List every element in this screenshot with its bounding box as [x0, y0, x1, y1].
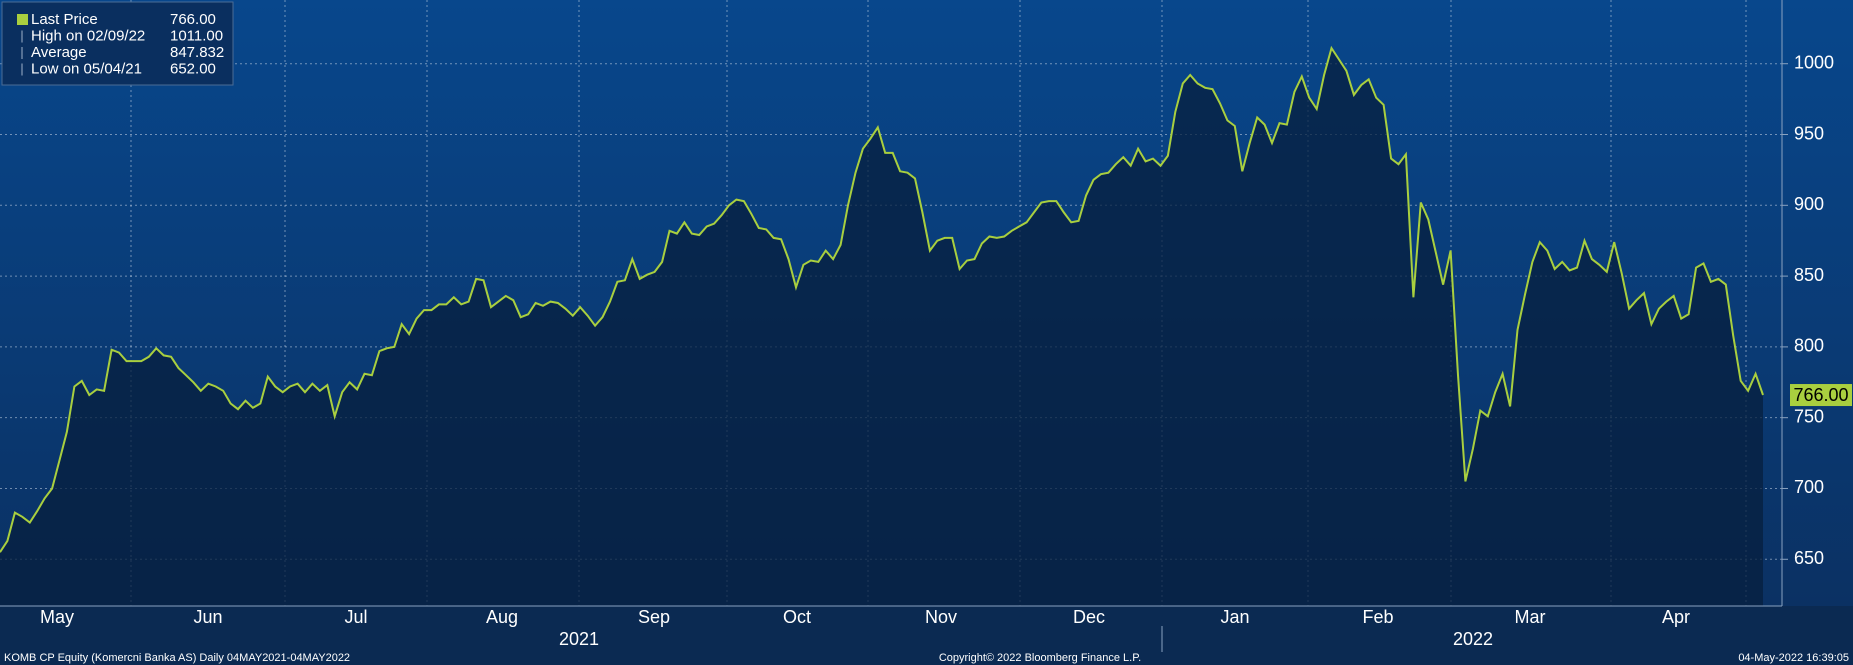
x-tick-label: Mar	[1515, 607, 1546, 627]
x-tick-label: Jun	[193, 607, 222, 627]
y-tick-label: 850	[1794, 265, 1824, 285]
year-label: 2021	[559, 629, 599, 649]
y-tick-label: 650	[1794, 548, 1824, 568]
last-price-label: 766.00	[1793, 385, 1848, 405]
y-tick-label: 1000	[1794, 52, 1834, 72]
x-tick-label: Nov	[925, 607, 957, 627]
footer-center: Copyright© 2022 Bloomberg Finance L.P.	[939, 652, 1141, 664]
y-tick-label: 800	[1794, 336, 1824, 356]
legend-value: 766.00	[170, 11, 216, 28]
x-tick-label: Oct	[783, 607, 811, 627]
footer-left: KOMB CP Equity (Komercni Banka AS) Daily…	[4, 652, 350, 664]
y-tick-label: 700	[1794, 477, 1824, 497]
y-tick-label: 750	[1794, 406, 1824, 426]
year-label: 2022	[1453, 629, 1493, 649]
line	[0, 45, 1764, 553]
legend-name: Last Price	[31, 11, 98, 28]
legend-name: Low on 05/04/21	[31, 60, 142, 77]
x-tick-label: Apr	[1662, 607, 1690, 627]
x-tick-label: May	[40, 607, 74, 627]
legend-swatch	[17, 14, 28, 25]
area	[0, 48, 1763, 607]
legend: Last Price 766.00 High on 02/09/22 1011.00 A…	[1, 1, 234, 86]
legend-value: 1011.00	[170, 27, 223, 44]
legend-box	[1, 1, 234, 86]
x-tick-label: Sep	[638, 607, 670, 627]
x-tick-label: Dec	[1073, 607, 1105, 627]
x-tick-label: Jan	[1220, 607, 1249, 627]
legend-value: 847.832	[170, 44, 224, 61]
legend-name: High on 02/09/22	[31, 27, 145, 44]
legend-value: 652.00	[170, 60, 216, 77]
plot	[0, 0, 1782, 607]
y-tick-label: 950	[1794, 123, 1824, 143]
x-tick-label: Aug	[486, 607, 518, 627]
y-tick-label: 900	[1794, 194, 1824, 214]
last-price-tag	[1790, 384, 1852, 407]
x-tick-label: Feb	[1362, 607, 1393, 627]
footer-right: 04-May-2022 16:39:05	[1738, 652, 1849, 664]
legend-name: Average	[31, 44, 87, 61]
axis-background	[0, 606, 1853, 665]
x-tick-label: Jul	[344, 607, 367, 627]
